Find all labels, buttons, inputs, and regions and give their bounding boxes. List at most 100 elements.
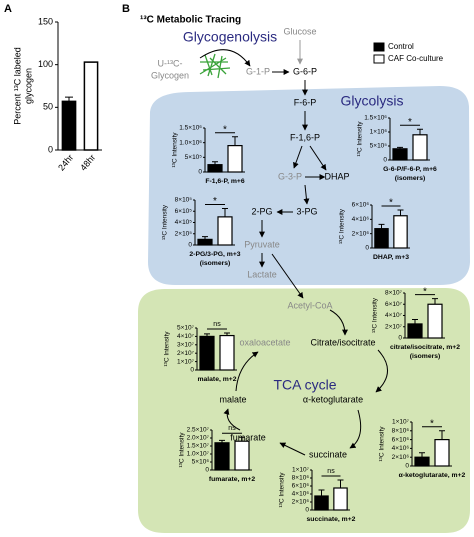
node-label: oxaloacetate: [239, 337, 290, 347]
y-tick-label: 3×10⁷: [177, 342, 195, 349]
glycogen-icon: [199, 53, 231, 79]
significance-label: *: [213, 196, 217, 207]
error-bar: [432, 298, 438, 305]
y-tick-label: 5×10⁵: [370, 143, 388, 150]
node-label: 2-PG: [251, 206, 272, 216]
y-tick-label: 0: [48, 144, 53, 154]
significance-label: *: [408, 117, 412, 128]
node-label: Pyruvate: [244, 239, 280, 249]
y-tick-label: 4×10⁶: [352, 216, 370, 223]
y-tick-label: 6×10⁶: [352, 202, 370, 209]
y-tick-label: 5×10⁷: [177, 325, 195, 332]
y-axis-label: ¹³C Intensity: [179, 432, 186, 468]
arrow: [279, 442, 306, 456]
error-bar: [239, 436, 245, 442]
node-label: Acetyl-CoA: [287, 300, 332, 310]
y-tick-label: 4×10⁶: [292, 491, 310, 498]
node-label: Citrate/isocitrate: [310, 337, 375, 347]
bar: [412, 134, 428, 161]
x-tick-label: 48hr: [78, 152, 97, 172]
legend-label: Control: [388, 42, 414, 51]
y-tick-label: 1.5×10⁶: [364, 115, 387, 122]
node-label: 3-PG: [296, 206, 317, 216]
y-axis-label: glycogen: [23, 68, 33, 104]
y-tick-label: 0: [188, 242, 192, 249]
y-tick-label: 0: [405, 463, 409, 470]
error-bar: [224, 332, 230, 336]
bar: [374, 228, 389, 249]
y-tick-label: 1×10⁶: [370, 129, 388, 136]
error-bar: [337, 479, 344, 488]
node-label: malate: [219, 394, 246, 404]
y-tick-label: 100: [38, 59, 53, 69]
error-bar: [417, 128, 423, 135]
node-label: DHAP: [324, 171, 349, 181]
arrow: [271, 253, 304, 299]
bar: [407, 323, 423, 339]
error-bar: [219, 439, 225, 443]
chart-title: F-1,6-P, m+6: [205, 178, 245, 185]
y-tick-label: 8×10⁷: [385, 290, 403, 297]
panel-label: A: [4, 3, 12, 15]
chart-title: fumarate, m+2: [209, 476, 255, 483]
y-tick-label: 2×10⁶: [392, 454, 410, 461]
error-bar: [397, 209, 404, 216]
arrow: [375, 349, 388, 393]
bar: [83, 61, 99, 151]
node-label: α-ketoglutarate: [303, 394, 363, 404]
legend-swatch: [373, 54, 385, 64]
bar: [219, 334, 235, 371]
y-tick-label: 4×10⁶: [392, 445, 410, 452]
bar: [234, 440, 250, 471]
panel-label: B: [122, 3, 130, 15]
y-tick-label: 1×10⁷: [292, 467, 310, 474]
y-tick-label: 150: [38, 16, 53, 26]
node-label: Lactate: [247, 269, 277, 279]
error-bar: [212, 161, 218, 165]
y-tick-label: 2×10⁷: [385, 323, 403, 330]
y-tick-label: 0: [383, 157, 387, 164]
node-label: TCA cycle: [273, 377, 336, 393]
y-tick-label: 0: [365, 245, 369, 252]
bar: [217, 216, 233, 246]
error-bar: [65, 96, 73, 102]
y-tick-label: 6×10⁷: [385, 301, 403, 308]
significance-label: *: [223, 124, 227, 135]
y-tick-label: 8×10⁶: [392, 428, 410, 435]
y-tick-label: 5×10⁶: [192, 459, 210, 466]
arrow: [223, 408, 241, 431]
error-bar: [412, 318, 418, 324]
bar: [214, 442, 230, 471]
y-tick-label: 6×10⁶: [392, 436, 410, 443]
y-tick-label: 0: [198, 169, 202, 176]
chart-subtitle: (isomers): [395, 175, 426, 182]
arrow: [309, 145, 327, 171]
y-tick-label: 2.5×10⁷: [187, 427, 210, 434]
chart-title: DHAP, m+3: [373, 254, 409, 261]
legend-swatch: [373, 42, 385, 52]
node-label: F-6-P: [294, 97, 317, 107]
error-bar: [397, 146, 403, 149]
y-tick-label: 0: [205, 467, 209, 474]
chart-title: 2-PG/3-PG, m+3: [189, 251, 240, 258]
bar: [314, 495, 329, 511]
node-label: Glycolysis: [340, 93, 403, 109]
significance-label: *: [430, 418, 434, 429]
bar: [61, 100, 77, 151]
chart-title: α-ketoglutarate, m+2: [399, 472, 466, 479]
y-tick-label: 8×10⁵: [175, 197, 193, 204]
figure-title: ¹³C Metabolic Tracing: [140, 15, 241, 26]
y-tick-label: 1.5×10⁶: [179, 125, 202, 132]
arrow: [329, 309, 348, 336]
chart-title: malate, m+2: [197, 376, 236, 383]
bar: [427, 303, 443, 339]
bar: [197, 238, 213, 246]
y-tick-label: 1.0×10⁷: [187, 451, 210, 458]
y-axis-label: ¹³C Intensity: [172, 132, 179, 168]
chart-subtitle: (isomers): [410, 353, 441, 360]
error-bar: [318, 489, 325, 496]
chart-title: G-6-P/F-6-P, m+6: [383, 166, 437, 173]
bar: [333, 487, 348, 511]
node-label: fumarate: [230, 432, 266, 442]
